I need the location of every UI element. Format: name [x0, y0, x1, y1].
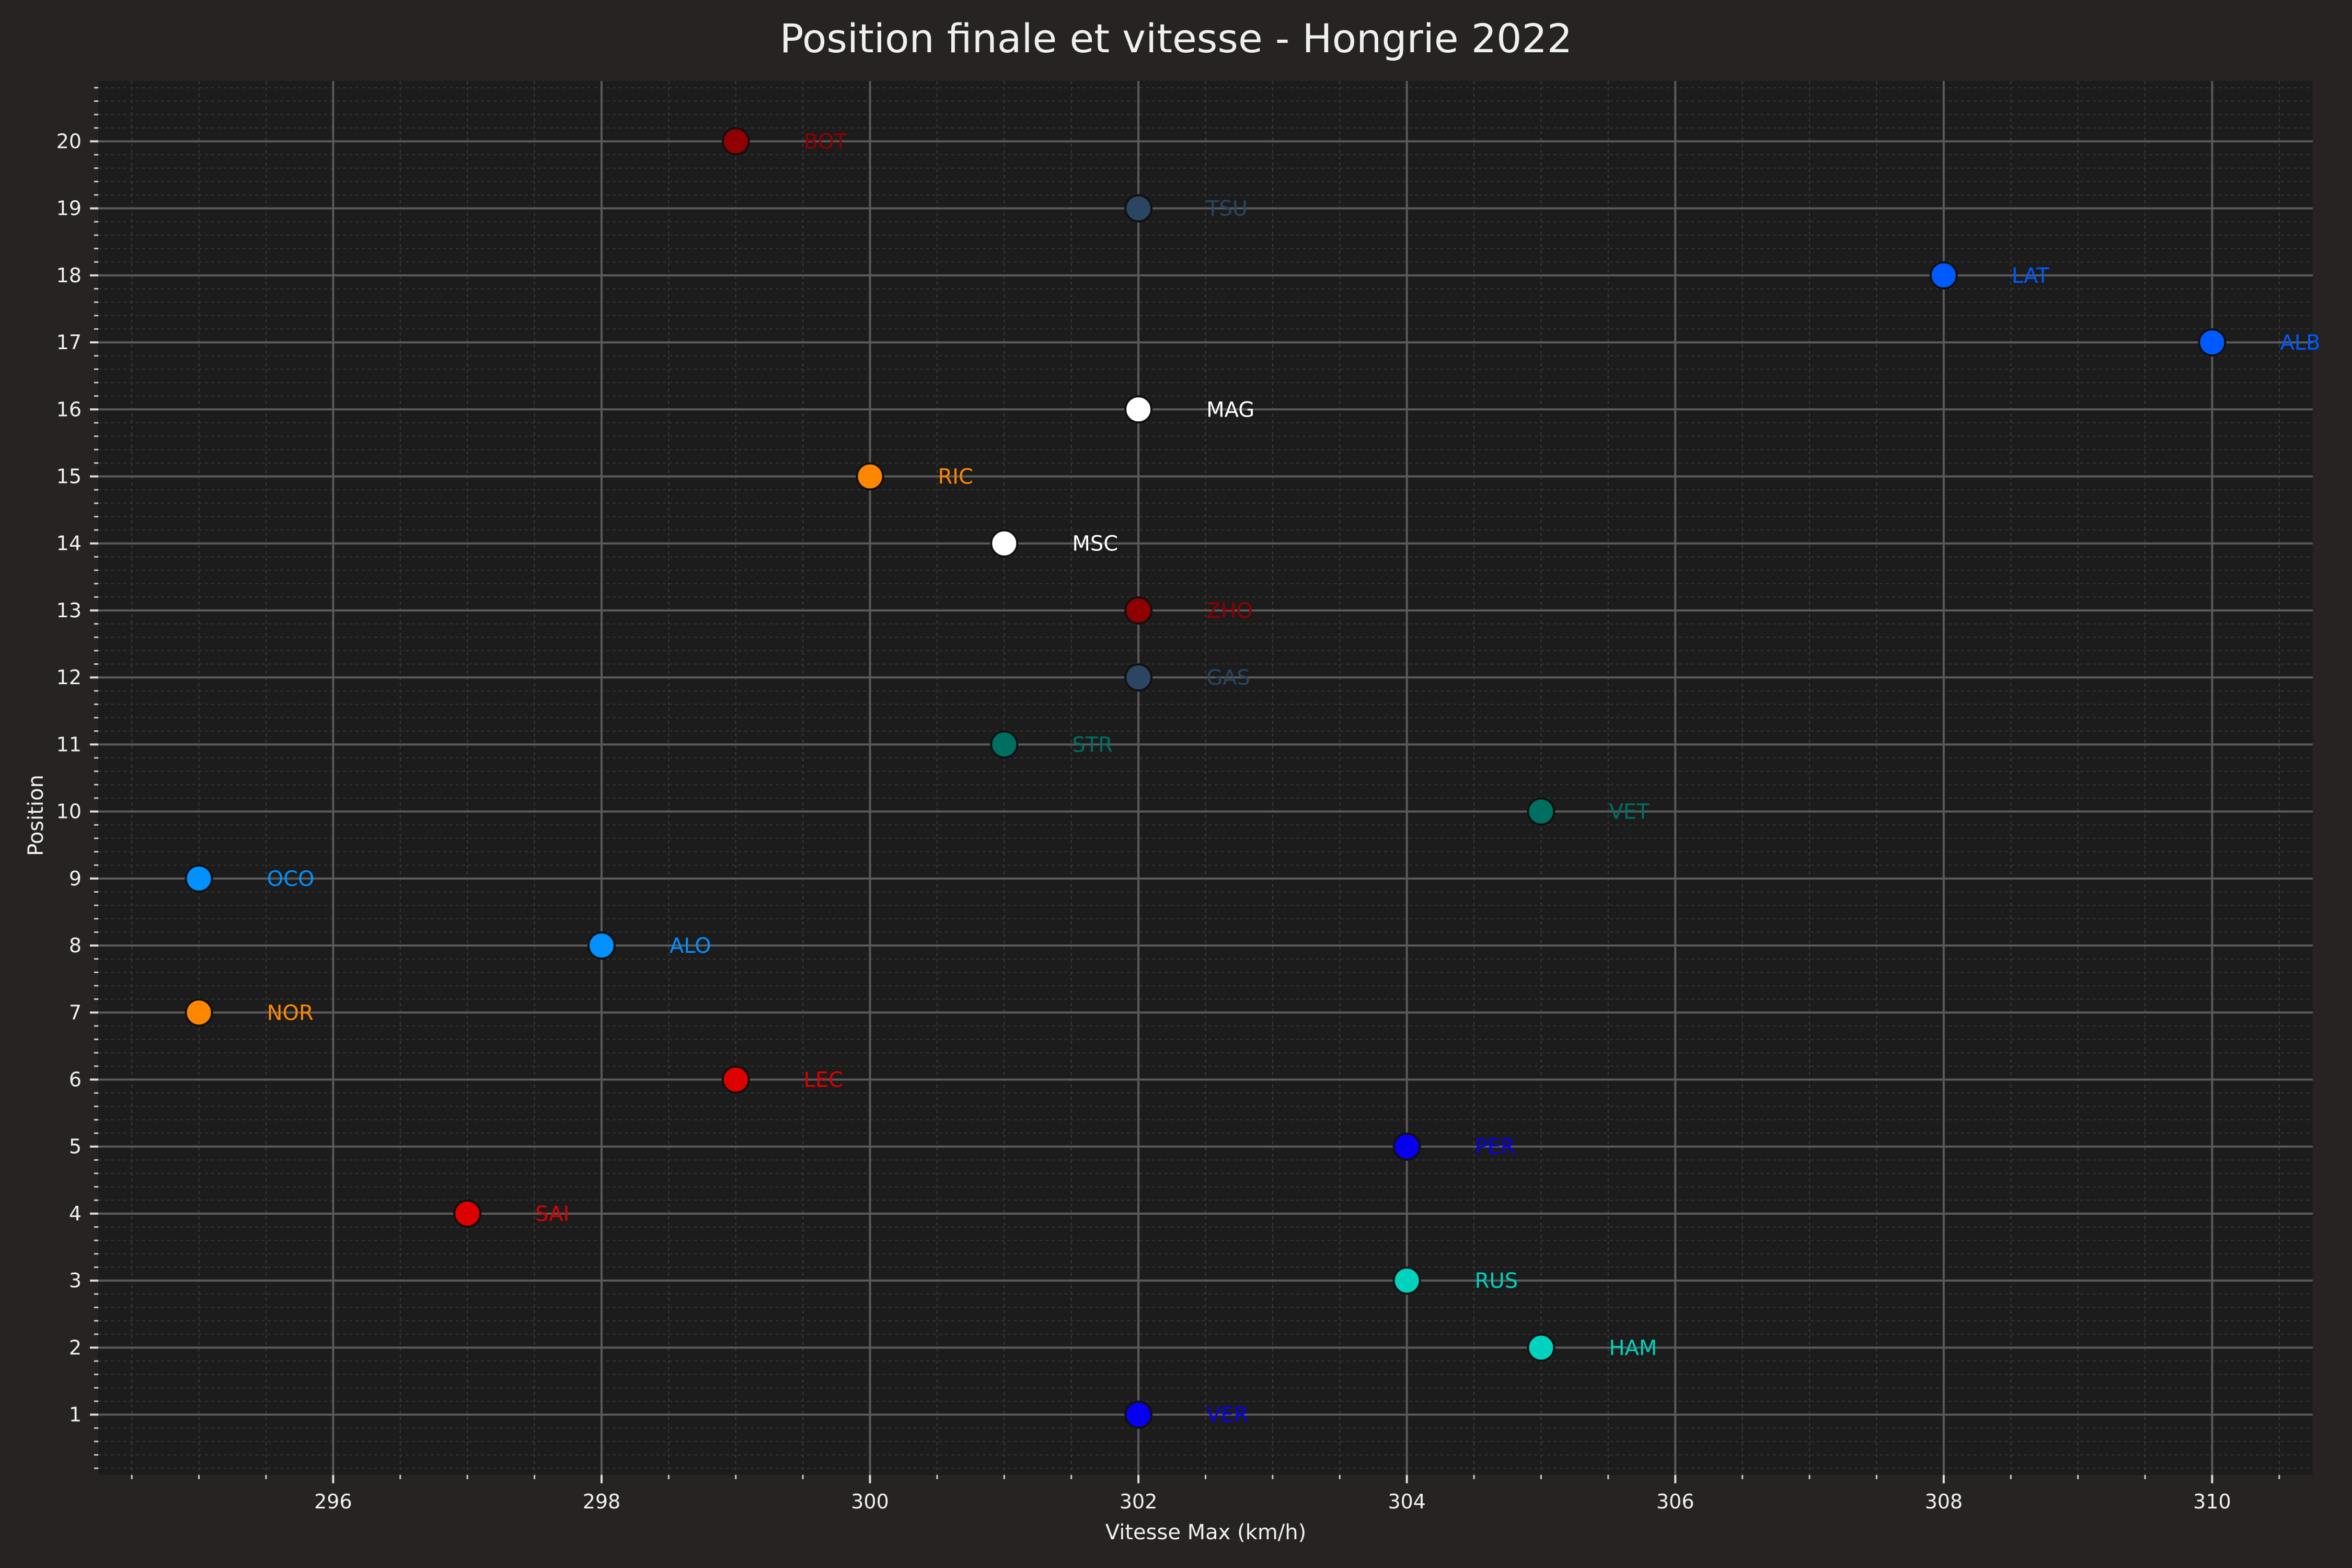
point-per: [1392, 1132, 1421, 1161]
points: VER HAM RUS SAI PER LEC NOR ALO OCO VET STR GAS ZHO M…: [185, 127, 2321, 1429]
y-tick-label: 2: [69, 1336, 82, 1359]
point-label-tsu: TSU: [1206, 197, 1248, 221]
y-tick-label: 19: [56, 197, 82, 220]
y-tick-label: 1: [69, 1403, 82, 1426]
x-tick-label: 306: [1656, 1490, 1694, 1513]
point-str: [990, 730, 1019, 759]
point-zho: [1124, 596, 1153, 625]
y-tick-label: 17: [56, 331, 82, 354]
point-nor: [185, 998, 213, 1027]
point-bot: [721, 127, 750, 156]
y-tick-label: 16: [56, 398, 82, 421]
point-label-rus: RUS: [1475, 1269, 1518, 1293]
y-tick-label: 10: [56, 800, 82, 823]
y-tick-label: 18: [56, 264, 82, 287]
point-alo: [587, 931, 616, 960]
point-label-lat: LAT: [2012, 264, 2049, 288]
point-oco: [185, 864, 213, 893]
point-mag: [1124, 395, 1153, 424]
x-tick-label: 304: [1388, 1490, 1426, 1513]
point-ham: [1527, 1333, 1555, 1362]
point-tsu: [1124, 194, 1153, 223]
point-label-oco: OCO: [267, 867, 315, 891]
y-tick-label: 15: [56, 465, 82, 488]
point-label-str: STR: [1072, 733, 1113, 757]
point-ver: [1124, 1400, 1153, 1429]
point-label-ham: HAM: [1609, 1336, 1657, 1360]
axes: 296 298 300 302 304 306 308 3101234567891011121…: [56, 87, 2280, 1513]
point-label-vet: VET: [1609, 800, 1650, 824]
y-tick-label: 4: [69, 1202, 82, 1225]
point-gas: [1124, 663, 1153, 692]
point-label-per: PER: [1475, 1135, 1515, 1159]
x-axis-label: Vitesse Max (km/h): [1105, 1520, 1306, 1544]
x-tick-label: 300: [851, 1490, 889, 1513]
point-label-alb: ALB: [2280, 331, 2320, 355]
point-label-mag: MAG: [1206, 398, 1254, 422]
y-tick-label: 12: [56, 666, 82, 689]
y-tick-label: 13: [56, 599, 82, 622]
x-tick-label: 302: [1120, 1490, 1158, 1513]
chart-title: Position finale et vitesse - Hongrie 202…: [780, 15, 1573, 62]
y-tick-label: 20: [56, 130, 82, 153]
point-sai: [453, 1199, 482, 1228]
point-label-msc: MSC: [1072, 532, 1118, 556]
x-tick-label: 296: [314, 1490, 352, 1513]
point-label-bot: BOT: [804, 130, 847, 154]
y-axis-label: Position: [24, 775, 48, 856]
y-tick-label: 9: [69, 867, 82, 890]
y-tick-label: 8: [69, 934, 82, 957]
y-tick-label: 11: [56, 733, 82, 756]
point-label-zho: ZHO: [1206, 599, 1253, 623]
point-lat: [1929, 261, 1958, 290]
y-tick-label: 7: [69, 1001, 82, 1024]
point-ric: [856, 462, 884, 491]
y-tick-label: 14: [56, 532, 82, 555]
point-msc: [990, 529, 1019, 558]
x-tick-label: 310: [2193, 1490, 2231, 1513]
grid: [98, 81, 2313, 1475]
point-label-nor: NOR: [267, 1001, 314, 1025]
point-label-alo: ALO: [670, 934, 711, 958]
point-lec: [721, 1065, 750, 1094]
x-tick-label: 308: [1925, 1490, 1963, 1513]
point-label-ver: VER: [1206, 1403, 1248, 1427]
point-rus: [1392, 1266, 1421, 1295]
point-alb: [2198, 328, 2227, 357]
point-label-gas: GAS: [1206, 666, 1250, 690]
y-tick-label: 5: [69, 1135, 82, 1158]
point-label-sai: SAI: [535, 1202, 569, 1226]
point-label-lec: LEC: [804, 1068, 844, 1092]
y-tick-label: 6: [69, 1068, 82, 1091]
point-vet: [1527, 797, 1555, 826]
x-tick-label: 298: [583, 1490, 621, 1513]
y-tick-label: 3: [69, 1269, 82, 1292]
point-label-ric: RIC: [938, 465, 974, 489]
